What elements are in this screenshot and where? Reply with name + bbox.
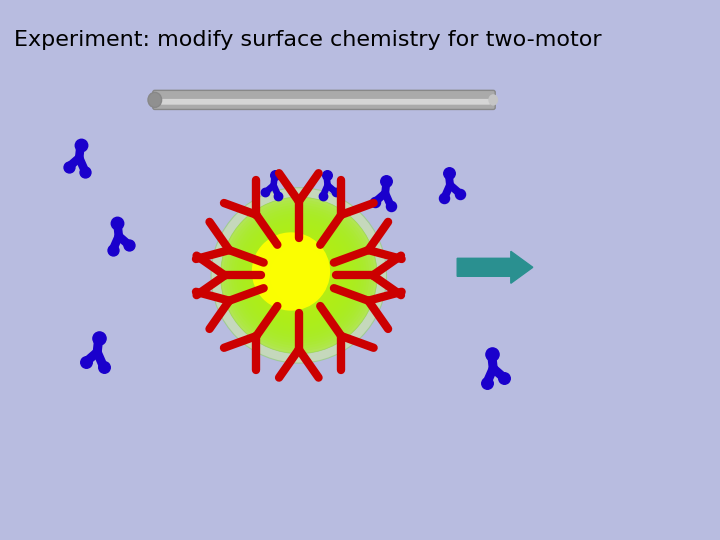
Circle shape (265, 241, 333, 309)
FancyBboxPatch shape (158, 99, 490, 105)
Circle shape (281, 257, 317, 294)
Circle shape (246, 223, 351, 328)
Ellipse shape (148, 92, 161, 107)
Circle shape (236, 213, 361, 338)
Circle shape (220, 197, 377, 354)
Text: Experiment: modify surface chemistry for two-motor: Experiment: modify surface chemistry for… (14, 30, 602, 50)
Circle shape (241, 218, 356, 333)
Circle shape (273, 249, 325, 301)
Circle shape (268, 244, 330, 307)
Ellipse shape (488, 94, 498, 106)
FancyArrow shape (457, 251, 533, 284)
Circle shape (252, 228, 346, 322)
Circle shape (286, 262, 312, 288)
Circle shape (211, 188, 387, 363)
Circle shape (239, 215, 359, 335)
Circle shape (249, 226, 348, 325)
Circle shape (291, 267, 307, 283)
Circle shape (252, 232, 330, 310)
Circle shape (254, 231, 343, 320)
Circle shape (278, 254, 320, 296)
Circle shape (288, 265, 310, 286)
Circle shape (223, 200, 374, 351)
Circle shape (233, 210, 364, 341)
Circle shape (283, 260, 315, 291)
Circle shape (296, 273, 302, 278)
Circle shape (270, 247, 328, 304)
Circle shape (260, 237, 338, 314)
Circle shape (226, 202, 372, 348)
Circle shape (257, 234, 341, 317)
Circle shape (244, 220, 354, 330)
FancyBboxPatch shape (153, 90, 495, 110)
Circle shape (231, 207, 366, 343)
Circle shape (275, 252, 323, 299)
Circle shape (294, 270, 304, 281)
Circle shape (220, 197, 377, 354)
Circle shape (228, 205, 369, 346)
Circle shape (262, 239, 336, 312)
